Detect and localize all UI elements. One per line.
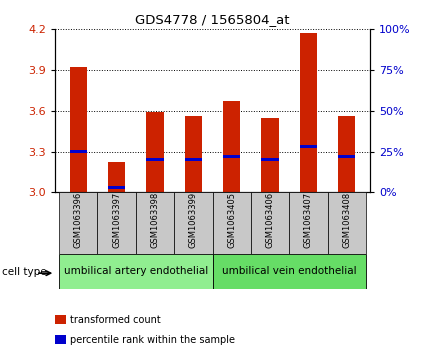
Bar (212, 254, 366, 289)
Bar (261, 118, 279, 192)
Text: transformed count: transformed count (70, 315, 161, 325)
Bar (174, 192, 212, 254)
Text: umbilical artery endothelial: umbilical artery endothelial (64, 266, 208, 276)
Text: GSM1063405: GSM1063405 (227, 192, 236, 248)
Text: GSM1063399: GSM1063399 (189, 192, 198, 248)
Bar (212, 192, 251, 254)
Bar (300, 145, 317, 148)
Title: GDS4778 / 1565804_at: GDS4778 / 1565804_at (135, 13, 290, 26)
Bar (185, 158, 202, 161)
Bar (97, 192, 136, 254)
Bar (146, 112, 164, 192)
Bar (136, 192, 174, 254)
Bar (59, 192, 97, 254)
Text: GSM1063398: GSM1063398 (150, 192, 159, 248)
Bar (338, 155, 355, 158)
Bar (328, 192, 366, 254)
Bar (261, 158, 279, 161)
Bar (59, 254, 212, 289)
Bar (223, 155, 240, 158)
Text: GSM1063397: GSM1063397 (112, 192, 121, 248)
Bar (338, 116, 355, 192)
Text: cell type: cell type (2, 267, 47, 277)
Bar (300, 33, 317, 192)
Text: GSM1063396: GSM1063396 (74, 192, 83, 248)
Bar (108, 163, 125, 192)
Bar (108, 186, 125, 189)
Bar (289, 192, 328, 254)
Bar (70, 150, 87, 153)
Bar (185, 116, 202, 192)
Bar (251, 192, 289, 254)
Text: percentile rank within the sample: percentile rank within the sample (70, 335, 235, 345)
Bar (223, 101, 240, 192)
Text: GSM1063408: GSM1063408 (342, 192, 351, 248)
Text: umbilical vein endothelial: umbilical vein endothelial (222, 266, 357, 276)
Text: GSM1063406: GSM1063406 (266, 192, 275, 248)
Bar (70, 67, 87, 192)
Bar (146, 158, 164, 161)
Text: GSM1063407: GSM1063407 (304, 192, 313, 248)
